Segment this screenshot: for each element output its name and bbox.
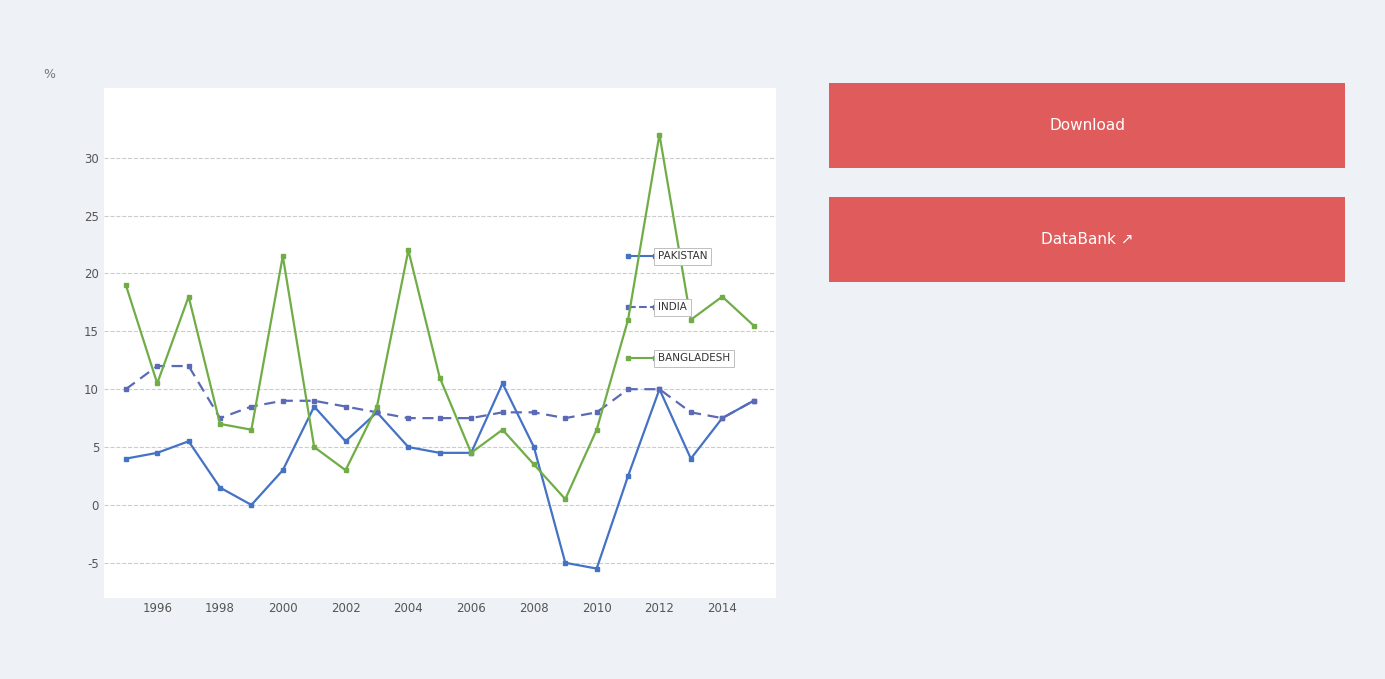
PAKISTAN bbox=[212, 483, 229, 492]
Line: BANGLADESH: BANGLADESH bbox=[123, 132, 756, 502]
PAKISTAN bbox=[431, 449, 447, 457]
BANGLADESH bbox=[400, 246, 417, 255]
INDIA bbox=[683, 408, 699, 416]
INDIA bbox=[368, 408, 385, 416]
Line: INDIA: INDIA bbox=[123, 364, 756, 420]
PAKISTAN bbox=[525, 443, 542, 451]
INDIA bbox=[431, 414, 447, 422]
INDIA bbox=[651, 385, 668, 393]
BANGLADESH bbox=[619, 316, 636, 324]
PAKISTAN bbox=[180, 437, 197, 445]
BANGLADESH bbox=[180, 293, 197, 301]
PAKISTAN bbox=[683, 454, 699, 462]
PAKISTAN bbox=[306, 403, 323, 411]
INDIA bbox=[244, 403, 260, 411]
INDIA bbox=[494, 408, 511, 416]
BANGLADESH bbox=[244, 426, 260, 434]
PAKISTAN bbox=[463, 449, 479, 457]
BANGLADESH bbox=[713, 293, 730, 301]
INDIA bbox=[713, 414, 730, 422]
BANGLADESH bbox=[306, 443, 323, 451]
Line: PAKISTAN: PAKISTAN bbox=[123, 381, 756, 571]
PAKISTAN bbox=[118, 454, 134, 462]
PAKISTAN bbox=[557, 559, 573, 567]
BANGLADESH bbox=[118, 281, 134, 289]
Text: DataBank ↗: DataBank ↗ bbox=[1042, 232, 1133, 247]
BANGLADESH bbox=[274, 252, 291, 260]
Text: PAKISTAN: PAKISTAN bbox=[658, 251, 708, 261]
INDIA bbox=[525, 408, 542, 416]
INDIA bbox=[338, 403, 355, 411]
PAKISTAN bbox=[745, 397, 762, 405]
PAKISTAN bbox=[274, 466, 291, 474]
BANGLADESH bbox=[431, 373, 447, 382]
BANGLADESH bbox=[494, 426, 511, 434]
PAKISTAN bbox=[713, 414, 730, 422]
INDIA bbox=[557, 414, 573, 422]
PAKISTAN bbox=[651, 385, 668, 393]
BANGLADESH bbox=[525, 460, 542, 469]
INDIA bbox=[306, 397, 323, 405]
PAKISTAN bbox=[338, 437, 355, 445]
BANGLADESH bbox=[463, 449, 479, 457]
BANGLADESH bbox=[557, 495, 573, 503]
PAKISTAN bbox=[589, 564, 605, 572]
INDIA bbox=[745, 397, 762, 405]
FancyBboxPatch shape bbox=[830, 83, 1345, 168]
INDIA bbox=[180, 362, 197, 370]
BANGLADESH bbox=[338, 466, 355, 474]
PAKISTAN bbox=[619, 472, 636, 480]
INDIA bbox=[400, 414, 417, 422]
INDIA bbox=[212, 414, 229, 422]
INDIA bbox=[589, 408, 605, 416]
INDIA bbox=[463, 414, 479, 422]
Text: INDIA: INDIA bbox=[658, 302, 687, 312]
BANGLADESH bbox=[683, 316, 699, 324]
PAKISTAN bbox=[400, 443, 417, 451]
BANGLADESH bbox=[368, 403, 385, 411]
BANGLADESH bbox=[212, 420, 229, 428]
PAKISTAN bbox=[494, 380, 511, 388]
BANGLADESH bbox=[651, 130, 668, 139]
PAKISTAN bbox=[244, 501, 260, 509]
Text: BANGLADESH: BANGLADESH bbox=[658, 353, 730, 363]
PAKISTAN bbox=[150, 449, 166, 457]
BANGLADESH bbox=[745, 321, 762, 329]
INDIA bbox=[118, 385, 134, 393]
INDIA bbox=[619, 385, 636, 393]
FancyBboxPatch shape bbox=[830, 197, 1345, 282]
INDIA bbox=[274, 397, 291, 405]
PAKISTAN bbox=[368, 408, 385, 416]
BANGLADESH bbox=[589, 426, 605, 434]
Text: Download: Download bbox=[1050, 118, 1125, 133]
Text: %: % bbox=[43, 68, 55, 81]
INDIA bbox=[150, 362, 166, 370]
BANGLADESH bbox=[150, 380, 166, 388]
